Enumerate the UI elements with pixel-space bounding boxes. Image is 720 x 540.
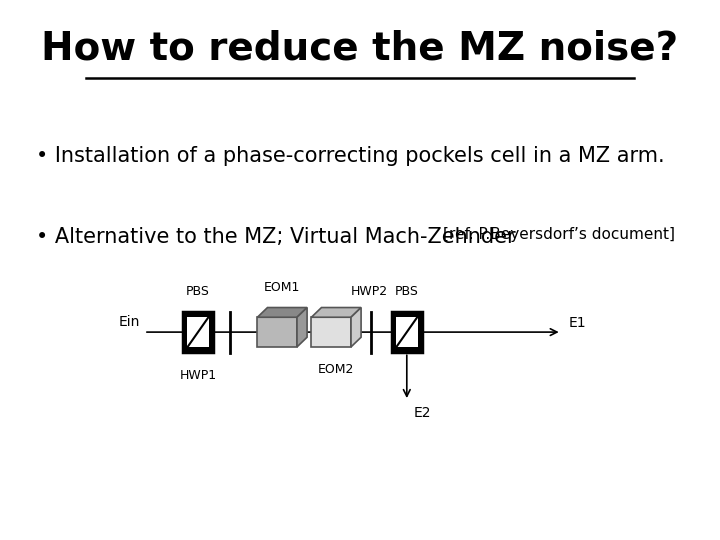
Text: • Alternative to the MZ; Virtual Mach-Zehnder: • Alternative to the MZ; Virtual Mach-Ze… (36, 227, 522, 247)
Text: E2: E2 (414, 406, 431, 420)
Bar (396, 316, 418, 348)
Text: Ein: Ein (119, 315, 140, 329)
Text: EOM2: EOM2 (318, 363, 354, 376)
Text: [ref. P.Beyersdorf’s document]: [ref. P.Beyersdorf’s document] (443, 227, 675, 242)
Text: HWP2: HWP2 (351, 285, 388, 298)
Bar (258, 318, 297, 347)
Polygon shape (311, 307, 361, 317)
Text: E1: E1 (569, 316, 586, 330)
Polygon shape (351, 307, 361, 347)
Text: EOM1: EOM1 (264, 281, 300, 294)
Bar (187, 316, 209, 348)
Bar (183, 312, 213, 352)
Text: • Installation of a phase-correcting pockels cell in a MZ arm.: • Installation of a phase-correcting poc… (36, 146, 665, 166)
Polygon shape (297, 307, 307, 347)
Text: HWP1: HWP1 (179, 368, 217, 382)
Text: How to reduce the MZ noise?: How to reduce the MZ noise? (42, 30, 678, 68)
Bar (311, 318, 351, 347)
Bar (392, 312, 422, 352)
Text: PBS: PBS (186, 285, 210, 298)
Text: PBS: PBS (395, 285, 419, 298)
Polygon shape (258, 307, 307, 317)
